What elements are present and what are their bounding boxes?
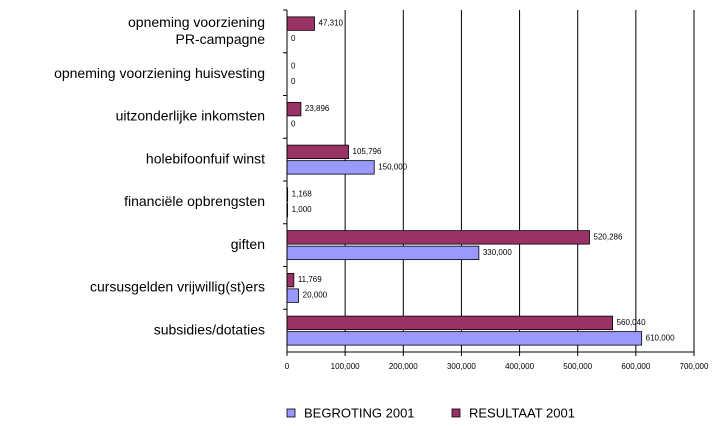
x-tick-label: 0: [285, 362, 290, 371]
value-label: 560,040: [617, 318, 646, 327]
bar: [286, 230, 590, 245]
x-tick-label: 300,000: [447, 362, 476, 371]
value-label: 330,000: [483, 248, 512, 257]
bar: [286, 144, 349, 160]
bar: [286, 288, 300, 303]
category-label: giften: [231, 236, 265, 252]
value-label: 520,286: [594, 232, 623, 241]
value-label: 0: [291, 120, 296, 129]
value-label: 23,896: [305, 104, 330, 113]
value-label: 1,168: [292, 190, 313, 199]
value-label: 150,000: [378, 162, 407, 171]
value-label: 105,796: [353, 147, 382, 156]
x-tick-label: 500,000: [563, 362, 592, 371]
value-label: 11,769: [298, 275, 322, 284]
bar: [286, 16, 315, 31]
category-label: cursusgelden vrijwillig(st)ers: [90, 279, 265, 295]
legend-swatch: [451, 408, 461, 418]
value-label: 0: [291, 34, 296, 43]
legend-label: BEGROTING 2001: [304, 405, 415, 420]
category-label: opneming voorziening PR-campagne: [128, 14, 265, 47]
category-label: holebifoonfuif winst: [146, 150, 265, 166]
category-label: subsidies/dotaties: [154, 321, 265, 337]
legend-label: RESULTAAT 2001: [469, 405, 575, 420]
x-tick-label: 700,000: [680, 362, 709, 371]
legend-swatch: [286, 408, 296, 418]
value-label: 47,310: [319, 19, 344, 28]
category-label: financiële opbrengsten: [124, 193, 265, 209]
x-tick-label: 200,000: [389, 362, 418, 371]
value-label: 1,000: [292, 205, 313, 214]
value-label: 0: [291, 77, 296, 86]
category-label: uitzonderlijke inkomsten: [116, 108, 265, 124]
bar: [286, 245, 480, 261]
category-label: opneming voorziening huisvesting: [54, 65, 265, 81]
bar: [286, 331, 643, 346]
bar: [286, 160, 375, 175]
x-tick-label: 400,000: [505, 362, 534, 371]
value-label: 610,000: [646, 333, 675, 342]
x-tick-label: 100,000: [331, 362, 360, 371]
bar: [286, 272, 295, 288]
value-label: 0: [291, 61, 296, 70]
bar: [286, 101, 302, 117]
x-tick-label: 600,000: [621, 362, 650, 371]
value-label: 20,000: [303, 291, 328, 300]
bar: [286, 315, 614, 331]
